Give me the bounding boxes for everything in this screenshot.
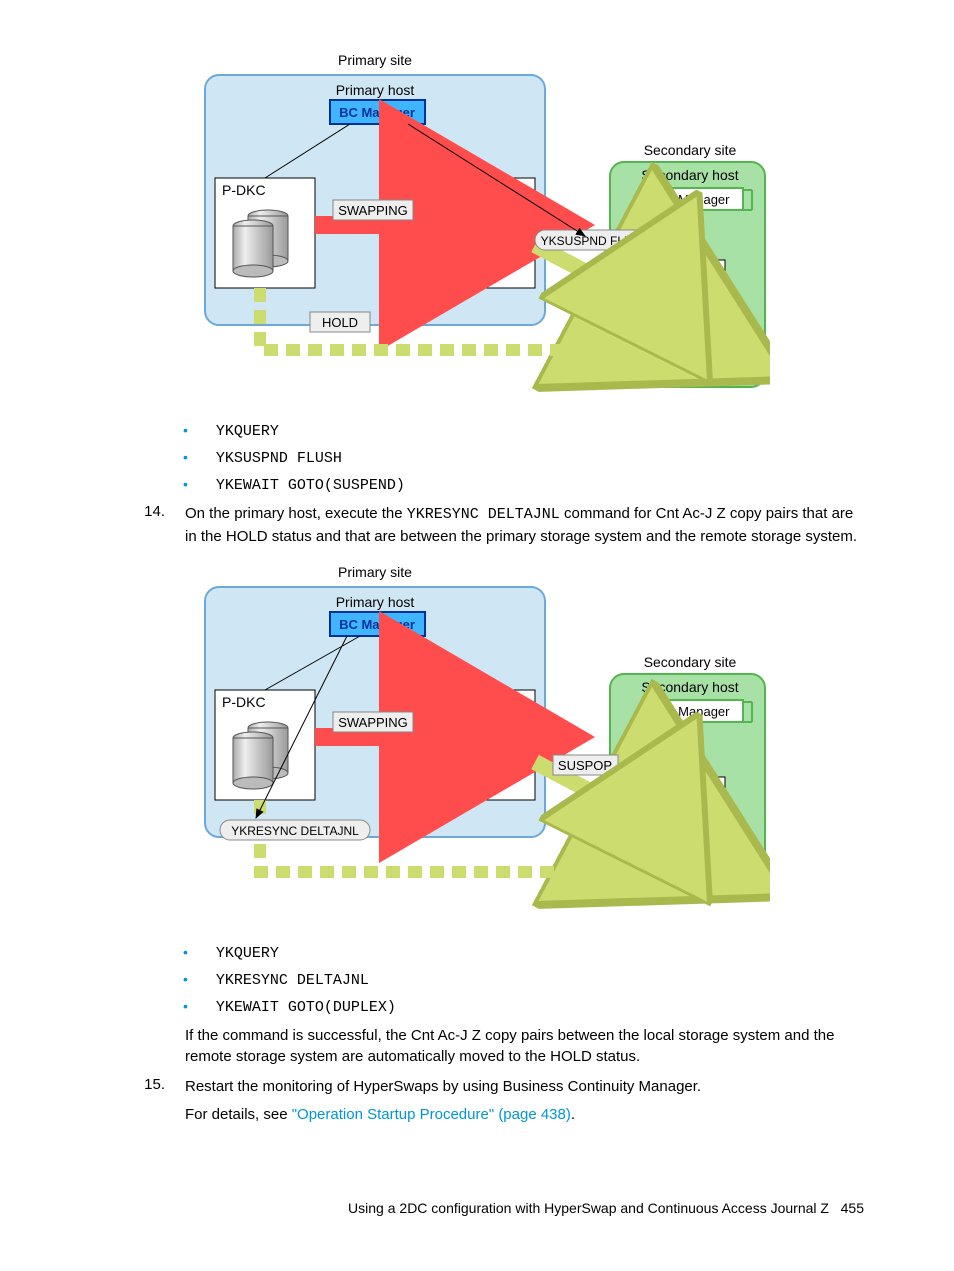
svg-text:Secondary site: Secondary site — [644, 654, 737, 670]
page-footer: Using a 2DC configuration with HyperSwap… — [348, 1200, 864, 1216]
step-14-cmd: YKRESYNC DELTAJNL — [407, 506, 560, 523]
cmd-yksuspnd: YKSUSPND FLUSH — [216, 450, 342, 467]
command-list-1: •YKQUERY •YKSUSPND FLUSH •YKEWAIT GOTO(S… — [183, 422, 864, 494]
svg-text:Primary host: Primary host — [336, 594, 415, 610]
secondary-host-label: Secondary host — [641, 167, 738, 183]
bc-manager-primary: BC Manager — [339, 105, 415, 120]
cmd-ykewait-suspend: YKEWAIT GOTO(SUSPEND) — [216, 477, 405, 494]
step-14-result: If the command is successful, the Cnt Ac… — [105, 1025, 864, 1069]
cmd-ykewait-duplex: YKEWAIT GOTO(DUPLEX) — [216, 999, 396, 1016]
svg-text:P-DKC: P-DKC — [222, 694, 266, 710]
document-page: Primary site Primary host BC Manager Sec… — [0, 0, 954, 1271]
step-14-text-before: On the primary host, execute the — [185, 505, 407, 522]
cmd-ykquery: YKQUERY — [216, 423, 279, 440]
ykresync-label: YKRESYNC DELTAJNL — [231, 824, 359, 838]
link-operation-startup[interactable]: "Operation Startup Procedure" (page 438) — [292, 1106, 571, 1123]
yksuspnd-flush-label: YKSUSPND FLUSH — [541, 234, 650, 248]
step-15-number: 15. — [105, 1076, 165, 1126]
svg-text:L-DKC: L-DKC — [437, 694, 479, 710]
primary-host-label: Primary host — [336, 82, 415, 98]
bc-manager-secondary: BC Manager — [657, 192, 731, 207]
cmd-ykquery-2: YKQUERY — [216, 945, 279, 962]
step-15-line1: Restart the monitoring of HyperSwaps by … — [185, 1076, 864, 1098]
diagram-2: Primary site Primary host BC Manager Sec… — [200, 562, 864, 926]
step-14-number: 14. — [105, 503, 165, 548]
secondary-site-label: Secondary site — [644, 142, 737, 158]
svg-text:SWAPPING: SWAPPING — [338, 715, 408, 730]
p-dkc-label: P-DKC — [222, 182, 266, 198]
step-14: 14. On the primary host, execute the YKR… — [105, 503, 864, 548]
hold-label: HOLD — [322, 315, 358, 330]
cmd-ykresync: YKRESYNC DELTAJNL — [216, 972, 369, 989]
suspop-label: SUSPOP — [558, 758, 612, 773]
step-15-before: For details, see — [185, 1106, 292, 1123]
primary-site-label: Primary site — [338, 52, 412, 68]
step-15: 15. Restart the monitoring of HyperSwaps… — [105, 1076, 864, 1126]
svg-text:BC Manager: BC Manager — [657, 704, 731, 719]
command-list-2: •YKQUERY •YKRESYNC DELTAJNL •YKEWAIT GOT… — [183, 944, 864, 1016]
l-dkc-label: L-DKC — [437, 182, 479, 198]
step-15-after: . — [571, 1106, 575, 1123]
svg-text:Primary site: Primary site — [338, 564, 412, 580]
svg-text:Secondary host: Secondary host — [641, 679, 738, 695]
svg-text:BC Manager: BC Manager — [339, 617, 415, 632]
r-dkc-label: R-DKC — [668, 262, 712, 278]
swapping-label: SWAPPING — [338, 203, 408, 218]
svg-text:R-DKC: R-DKC — [668, 779, 712, 795]
diagram-1: Primary site Primary host BC Manager Sec… — [200, 50, 864, 404]
